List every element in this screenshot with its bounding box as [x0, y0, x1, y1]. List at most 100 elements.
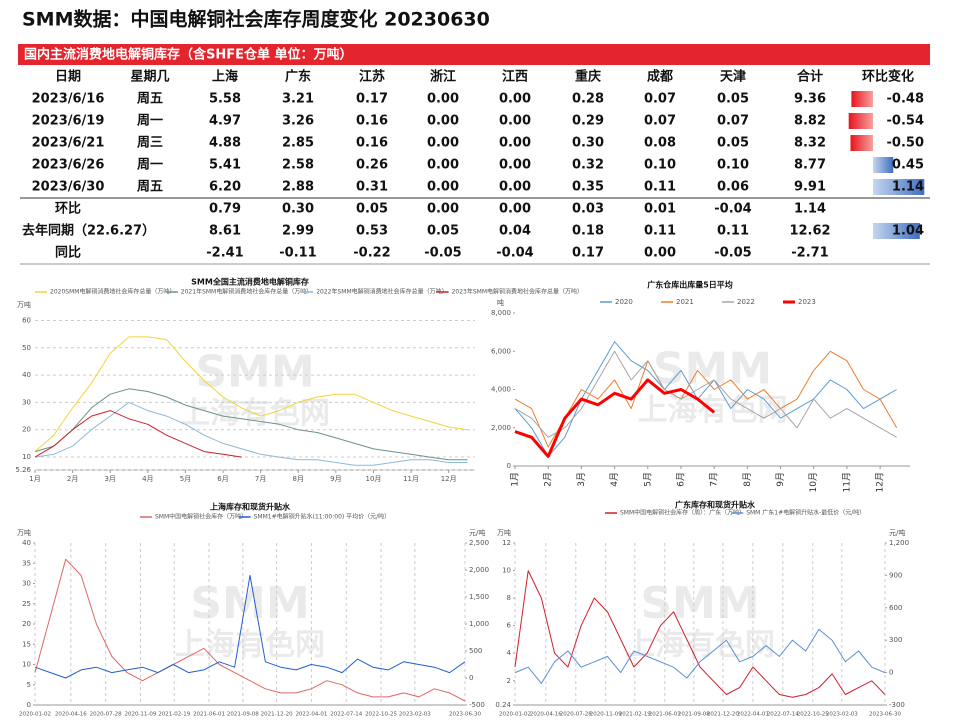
x-tick-label: 4月 [142, 475, 153, 483]
column-header: 环比变化 [862, 69, 914, 85]
column-header: 浙江 [430, 69, 456, 85]
table-cell: 0.07 [717, 114, 749, 129]
y-tick-label: 4 [507, 649, 512, 657]
table-cell: 0.10 [644, 158, 676, 173]
column-header: 星期几 [130, 70, 169, 85]
table-caption: 国内主流消费地电解铜库存（含SHFE仓单 单位：万吨） [24, 47, 353, 63]
watermark: 上海有色网 [625, 628, 775, 663]
x-tick-label: 10月 [366, 475, 382, 483]
y-tick-label: 6 [507, 622, 512, 630]
table-cell: 0.16 [356, 136, 388, 151]
x-tick-label: 4月 [609, 472, 620, 487]
table-cell: -2.71 [791, 246, 828, 261]
y-tick-label: 10 [22, 453, 31, 461]
table-cell: 12.62 [789, 224, 830, 239]
x-tick-label: 2022-04-01 [295, 712, 327, 718]
legend-label: SMM中国电解铜社会库存（周）：广东（万吨） [620, 509, 745, 517]
y-tick-label: 0.24 [495, 701, 511, 709]
table-cell: 0.00 [427, 114, 459, 129]
x-tick-label: 11月 [841, 472, 852, 492]
x-tick-label: 7月 [709, 472, 720, 487]
x-tick-label: 2022-07-14 [767, 712, 799, 718]
y-tick-label: 15 [22, 640, 31, 648]
change-bar [873, 157, 894, 173]
change-bar [851, 91, 873, 107]
x-tick-label: 2021-06-01 [193, 712, 225, 718]
legend-label: 2020SMM电解铜消费地社会库存总量（万吨） [50, 288, 175, 296]
table-cell: 5.58 [209, 92, 241, 107]
table-cell: 0.00 [644, 246, 676, 261]
table-cell: 0.03 [572, 202, 604, 217]
table-cell: 0.05 [427, 224, 459, 239]
table-cell: 周五 [137, 180, 163, 195]
table-cell: -0.04 [496, 246, 533, 261]
x-tick-label: 2021-09-08 [678, 712, 710, 718]
y-tick-label: 2 [507, 677, 511, 685]
x-tick-label: 8月 [742, 472, 753, 487]
table-cell: 0.05 [356, 202, 388, 217]
table-cell: 周一 [137, 158, 163, 173]
x-tick-label: 7月 [255, 475, 266, 483]
x-tick-label: 2020-11-09 [590, 712, 622, 718]
column-header: 天津 [720, 69, 746, 85]
table-cell: 0.06 [717, 180, 749, 195]
x-tick-label: 2021-06-01 [649, 712, 681, 718]
y-axis-label: 万吨 [497, 528, 511, 537]
table-cell: 0.00 [499, 202, 531, 217]
x-tick-label: 9月 [330, 475, 341, 483]
x-tick-label: 1月 [29, 475, 40, 483]
y-tick-label: 0 [27, 701, 31, 709]
row-label: 去年同期（22.6.27） [22, 223, 155, 239]
x-tick-label: 2022-07-14 [330, 712, 362, 718]
y2-tick-label: 1,500 [469, 593, 489, 601]
y-tick-label: 6,000 [491, 347, 511, 355]
y2-tick-label: 600 [889, 604, 902, 612]
x-tick-label: 5月 [642, 472, 653, 487]
column-header: 重庆 [575, 69, 601, 85]
y-tick-label: 5.26 [15, 466, 31, 474]
x-tick-label: 2023-06-30 [449, 712, 481, 718]
legend-label: 2023 [798, 298, 816, 306]
table-cell: 0.11 [644, 224, 676, 239]
x-tick-label: 2020-07-28 [560, 712, 592, 718]
table-cell: 4.97 [209, 114, 241, 129]
x-tick-label: 2021-12-20 [261, 712, 293, 718]
table-cell: 2023/6/16 [32, 92, 105, 107]
table-cell: 0.18 [572, 224, 604, 239]
table-cell: 8.61 [209, 224, 241, 239]
table-cell: 1.14 [794, 202, 826, 217]
x-tick-label: 6月 [675, 472, 686, 487]
table-cell: 周一 [137, 114, 163, 129]
table-cell: 0.00 [427, 92, 459, 107]
legend-label: SMM1#电解铜升贴水(11:00:00) 平均价（元/吨） [254, 513, 391, 521]
y2-axis-label: 元/吨 [889, 528, 905, 537]
x-tick-label: 6月 [217, 475, 228, 483]
series-line [34, 558, 466, 702]
x-tick-label: 1月 [510, 472, 521, 487]
table-cell: 0.01 [644, 202, 676, 217]
change-label: 1.04 [892, 224, 924, 239]
table-cell: 0.16 [356, 114, 388, 129]
table-cell: 0.11 [644, 180, 676, 195]
caption-bar [18, 44, 930, 65]
x-tick-label: 2020-01-02 [19, 712, 51, 718]
change-label: -0.54 [887, 114, 924, 129]
y-tick-label: 30 [22, 398, 31, 406]
table-cell: 0.00 [499, 136, 531, 151]
y-tick-label: 30 [22, 580, 31, 588]
table-cell: 0.00 [499, 158, 531, 173]
y2-tick-label: 900 [889, 571, 902, 579]
x-tick-label: 2020-11-09 [124, 712, 156, 718]
x-tick-label: 9月 [775, 472, 786, 487]
table-cell: 0.04 [499, 224, 531, 239]
y-tick-label: 5 [27, 681, 31, 689]
x-tick-label: 11月 [403, 475, 419, 483]
change-label: 1.14 [892, 180, 924, 195]
y2-tick-label: 1,200 [889, 539, 909, 547]
y-tick-label: 10 [22, 661, 31, 669]
change-bar [873, 223, 920, 239]
x-tick-label: 10月 [808, 472, 819, 492]
y-tick-label: 8,000 [491, 309, 511, 317]
table-cell: 4.88 [209, 136, 241, 151]
